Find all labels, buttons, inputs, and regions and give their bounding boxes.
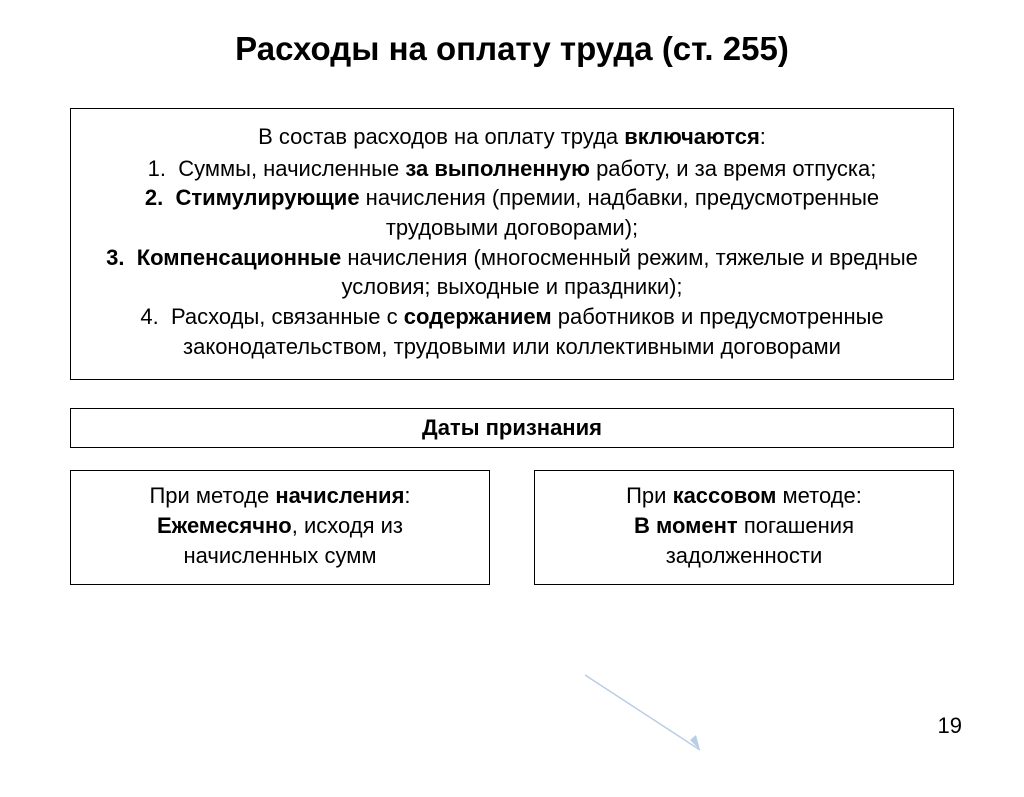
method-line-1: При методе начисления: — [89, 481, 471, 511]
method-line-3: начисленных сумм — [89, 541, 471, 571]
list-item: 1. Суммы, начисленные за выполненную раб… — [99, 154, 925, 184]
expenses-composition-box: В состав расходов на оплату труда включа… — [70, 108, 954, 380]
method-line1-post: : — [404, 483, 410, 508]
accrual-method-box: При методе начисления: Ежемесячно, исход… — [70, 470, 490, 585]
method-line2-post: , исходя из — [292, 513, 403, 538]
item-leading-bold: Компенсационные — [137, 245, 342, 270]
method-line-2: В момент погашения — [553, 511, 935, 541]
item-num: 1. — [148, 156, 166, 181]
list-item: 2. Стимулирующие начисления (премии, над… — [99, 183, 925, 242]
list-item: 3. Компенсационные начисления (многосмен… — [99, 243, 925, 302]
item-num: 3. — [106, 245, 124, 270]
expense-items-list: 1. Суммы, начисленные за выполненную раб… — [99, 154, 925, 362]
item-bold: за выполненную — [405, 156, 590, 181]
method-line2-bold: В момент — [634, 513, 738, 538]
intro-bold: включаются — [624, 124, 760, 149]
item-post: начисления (многосменный режим, тяжелые … — [341, 245, 918, 300]
item-post: работу, и за время отпуска; — [590, 156, 876, 181]
slide-title: Расходы на оплату труда (ст. 255) — [0, 30, 1024, 68]
item-num: 4. — [140, 304, 158, 329]
intro-line: В состав расходов на оплату труда включа… — [99, 123, 925, 152]
item-leading-bold: Стимулирующие — [175, 185, 359, 210]
item-bold: содержанием — [404, 304, 552, 329]
method-line1-pre: При методе — [149, 483, 275, 508]
method-line-2: Ежемесячно, исходя из — [89, 511, 471, 541]
item-pre: Суммы, начисленные — [178, 156, 405, 181]
method-line-3: задолженности — [553, 541, 935, 571]
cash-method-box: При кассовом методе: В момент погашения … — [534, 470, 954, 585]
page-number: 19 — [938, 713, 962, 739]
method-line2-post: погашения — [738, 513, 854, 538]
intro-post: : — [760, 124, 766, 149]
method-line1-bold: начисления — [275, 483, 404, 508]
item-post: начисления (премии, надбавки, предусмотр… — [360, 185, 880, 240]
list-item: 4. Расходы, связанные с содержанием рабо… — [99, 302, 925, 361]
method-line1-bold: кассовом — [673, 483, 777, 508]
connector-arrow-icon — [580, 670, 720, 760]
item-num: 2. — [145, 185, 163, 210]
methods-row: При методе начисления: Ежемесячно, исход… — [70, 470, 954, 585]
intro-pre: В состав расходов на оплату труда — [258, 124, 624, 149]
method-line1-pre: При — [626, 483, 672, 508]
dates-label: Даты признания — [422, 415, 602, 440]
method-line-1: При кассовом методе: — [553, 481, 935, 511]
item-pre: Расходы, связанные с — [171, 304, 404, 329]
method-line2-bold: Ежемесячно — [157, 513, 292, 538]
dates-recognition-box: Даты признания — [70, 408, 954, 448]
method-line1-post: методе: — [776, 483, 862, 508]
